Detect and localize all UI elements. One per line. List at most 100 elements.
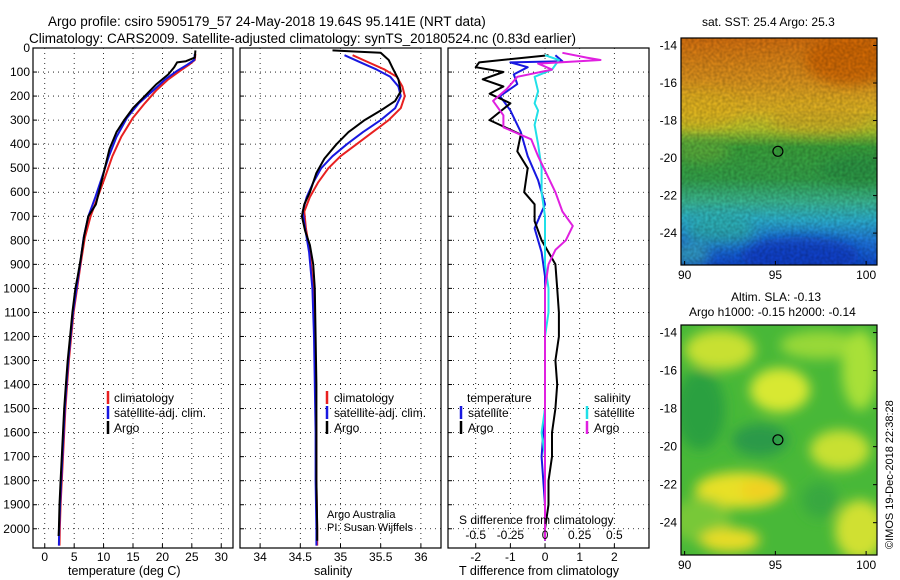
salinity-legend: climatology satellite-adj. clim. Argo (325, 391, 426, 435)
salinity-difference-tick-label: -0.25 (497, 528, 525, 542)
pressure-tick-label: 1100 (4, 305, 30, 319)
map-y-tick-label: -20 (660, 440, 678, 454)
x-tick-label: 15 (126, 550, 140, 564)
pressure-tick-label: 1300 (3, 354, 30, 368)
pressure-tick-label: 500 (10, 161, 30, 175)
legend-climatology-label: climatology (114, 391, 174, 405)
pressure-tick-label: 400 (10, 137, 30, 151)
sst-map-ticks: 90 95 100 -14 -16 -18 -20 -22 -24 (660, 39, 877, 282)
legend-temperature-title: temperature (467, 391, 532, 405)
map-x-tick-label: 100 (856, 268, 876, 282)
x-tick-label: 34 (253, 550, 267, 564)
pressure-tick-label: 100 (10, 65, 30, 79)
map-x-tick-label: 95 (769, 268, 783, 282)
imos-watermark: ©IMOS 19-Dec-2018 22:38:28 (884, 400, 896, 549)
legend-climatology-label: climatology (334, 391, 394, 405)
legend-t-argo-label: Argo (468, 421, 494, 435)
grid-lines (33, 47, 649, 548)
series-line-climatology (58, 53, 197, 546)
sst-map-field (681, 38, 877, 265)
sla-map-title: Altim. SLA: -0.13 (731, 290, 821, 304)
map-y-tick-label: -24 (660, 226, 678, 240)
series-line-s-satellite (533, 54, 560, 541)
profile-lines (57, 49, 602, 546)
pressure-tick-label: 200 (10, 89, 30, 103)
map-y-tick-label: -22 (660, 478, 678, 492)
map-y-tick-label: -14 (660, 39, 678, 53)
map-y-tick-label: -18 (660, 402, 678, 416)
pressure-tick-label: 600 (10, 185, 30, 199)
x-tick-label: 36 (414, 550, 428, 564)
salinity-difference-tick-label: 0.5 (606, 528, 623, 542)
salinity-difference-tick-label: -0.5 (465, 528, 486, 542)
map-y-tick-label: -16 (660, 76, 678, 90)
legend-satellite-label: satellite-adj. clim. (334, 406, 426, 420)
title-line-1: Argo profile: csiro 5905179_57 24-May-20… (48, 14, 486, 29)
legend-salinity-title: salinity (594, 391, 631, 405)
sst-map-argo-marker (772, 145, 784, 157)
legend-s-satellite-label: satellite (594, 406, 635, 420)
series-line-argo (300, 49, 402, 541)
pressure-tick-label: 700 (10, 209, 30, 223)
pressure-tick-label: 900 (10, 257, 30, 271)
salinity-difference-tick-labels: -0.5 -0.25 0 0.25 0.5 (465, 528, 623, 542)
sst-map-title: sat. SST: 25.4 Argo: 25.3 (702, 15, 835, 29)
x-tick-label: 5 (71, 550, 78, 564)
pressure-tick-label: 1600 (3, 426, 30, 440)
x-tick-labels: 0 5 10 15 20 25 30 34 34.5 35 35.5 36 -2 -1 0 1 2 (41, 550, 618, 564)
credit-line-1: Argo Australia (327, 509, 396, 521)
map-y-tick-label: -14 (660, 326, 678, 340)
pressure-tick-label: 800 (10, 233, 30, 247)
pressure-tick-label: 1800 (3, 474, 30, 488)
salinity-difference-tick-label: 0.25 (568, 528, 592, 542)
sla-map-ticks: 90 95 100 -14 -16 -18 -20 -22 -24 (660, 326, 877, 572)
map-x-tick-label: 90 (678, 558, 692, 572)
pressure-tick-label: 2000 (3, 522, 30, 536)
salinity-difference-tick-label: 0 (542, 528, 549, 542)
legend-s-argo-label: Argo (594, 421, 620, 435)
pressure-tick-label: 1000 (3, 281, 30, 295)
x-tick-label: 0 (41, 550, 48, 564)
pressure-tick-label: 300 (10, 113, 30, 127)
sst-map-frame (680, 37, 878, 266)
series-line-t-satellite (499, 54, 564, 541)
series-line-satellite-adj-clim- (301, 54, 402, 546)
pressure-tick-label: 1900 (3, 498, 30, 512)
salinity-difference-axis-label: S difference from climatology (459, 513, 614, 527)
x-tick-label: 34.5 (289, 550, 313, 564)
map-x-tick-label: 95 (769, 558, 783, 572)
legend-t-satellite-label: satellite (468, 406, 509, 420)
series-line-t-argo (474, 54, 560, 541)
map-x-tick-label: 90 (678, 268, 692, 282)
pressure-tick-labels: 0 100 200 300 400 500 600 700 800 900 1000 1100 1200… (3, 41, 30, 536)
x-tick-label: 20 (156, 550, 170, 564)
sla-map-argo-marker (772, 434, 784, 446)
map-y-tick-label: -22 (660, 189, 678, 203)
pressure-tick-label: 1200 (3, 329, 30, 343)
series-line-argo (57, 50, 197, 537)
x-tick-label: -2 (470, 550, 481, 564)
pressure-tick-label: 0 (23, 41, 30, 55)
sla-map-subtitle: Argo h1000: -0.15 h2000: -0.14 (689, 305, 856, 319)
temperature-legend: climatology satellite-adj. clim. Argo (106, 391, 206, 435)
x-tick-label: 1 (576, 550, 583, 564)
temperature-axis-label: temperature (deg C) (68, 564, 181, 578)
map-y-tick-label: -20 (660, 151, 678, 165)
legend-satellite-label: satellite-adj. clim. (114, 406, 206, 420)
x-tick-label: 10 (97, 550, 111, 564)
difference-legend: temperature satellite Argo salinity sate… (459, 391, 635, 435)
legend-argo-label: Argo (114, 421, 140, 435)
title-line-2: Climatology: CARS2009. Satellite-adjuste… (29, 31, 576, 46)
pressure-tick-label: 1500 (3, 402, 30, 416)
x-tick-label: 35.5 (369, 550, 393, 564)
map-y-tick-label: -16 (660, 364, 678, 378)
x-tick-label: 0 (542, 550, 549, 564)
map-y-tick-label: -24 (660, 516, 678, 530)
x-tick-label: 25 (185, 550, 199, 564)
map-x-tick-label: 100 (856, 558, 876, 572)
credit-line-2: PI: Susan Wijffels (327, 522, 413, 534)
legend-argo-label: Argo (334, 421, 360, 435)
map-y-tick-label: -18 (660, 114, 678, 128)
pressure-tick-label: 1400 (3, 378, 30, 392)
